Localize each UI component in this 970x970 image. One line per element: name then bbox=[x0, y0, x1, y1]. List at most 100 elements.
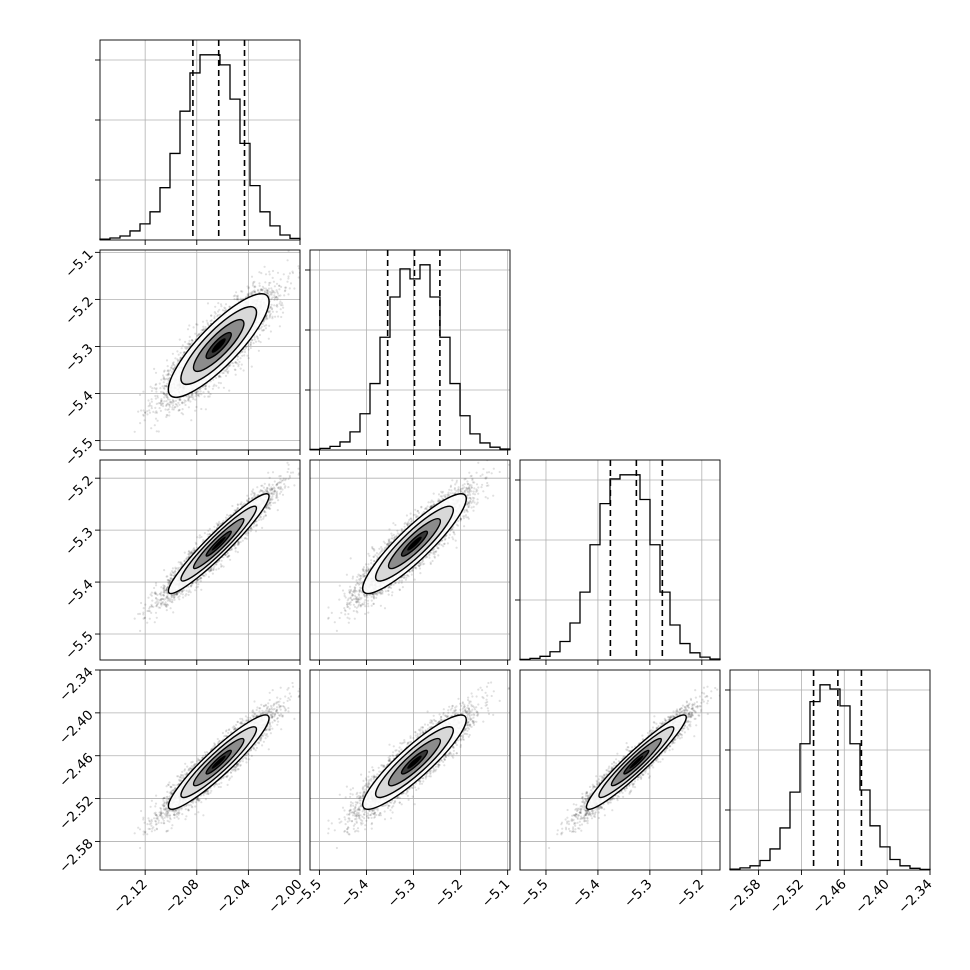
sample-point bbox=[214, 312, 217, 315]
sample-point bbox=[266, 288, 269, 292]
sample-point bbox=[216, 315, 219, 318]
sample-point bbox=[199, 390, 202, 393]
sample-point bbox=[154, 397, 157, 400]
sample-point bbox=[223, 309, 226, 312]
sample-point bbox=[268, 307, 272, 310]
sample-point bbox=[278, 284, 281, 287]
sample-point bbox=[160, 400, 163, 403]
sample-point bbox=[190, 394, 193, 397]
sample-point bbox=[252, 281, 255, 284]
sample-point bbox=[165, 385, 168, 388]
sample-point bbox=[201, 328, 204, 331]
sample-point bbox=[169, 373, 172, 377]
sample-point bbox=[146, 410, 149, 413]
sample-point bbox=[196, 394, 200, 397]
sample-point bbox=[172, 367, 175, 370]
sample-point bbox=[269, 314, 272, 317]
sample-point bbox=[178, 398, 181, 401]
sample-point bbox=[236, 355, 239, 358]
sample-point bbox=[186, 328, 190, 331]
sample-point bbox=[198, 332, 201, 335]
sample-point bbox=[164, 408, 167, 411]
sample-point bbox=[161, 391, 164, 394]
sample-point bbox=[261, 285, 264, 288]
sample-point bbox=[174, 365, 177, 368]
sample-point bbox=[219, 375, 222, 379]
sample-point bbox=[167, 370, 170, 373]
sample-point bbox=[267, 337, 270, 340]
sample-point bbox=[166, 396, 169, 399]
sample-point bbox=[166, 377, 169, 380]
sample-point bbox=[178, 397, 181, 400]
sample-point bbox=[275, 289, 278, 292]
sample-point bbox=[265, 324, 268, 327]
sample-point bbox=[189, 343, 192, 346]
sample-point bbox=[276, 271, 280, 274]
sample-point bbox=[234, 361, 237, 364]
sample-point bbox=[173, 406, 176, 409]
sample-point bbox=[265, 316, 268, 320]
sample-point bbox=[268, 311, 271, 314]
sample-point bbox=[256, 289, 260, 292]
sample-point bbox=[229, 364, 232, 367]
sample-point bbox=[204, 326, 207, 329]
sample-point bbox=[197, 333, 200, 336]
sample-point bbox=[246, 285, 249, 288]
sample-point bbox=[270, 287, 273, 290]
sample-point bbox=[198, 388, 201, 391]
sample-point bbox=[253, 286, 256, 289]
sample-point bbox=[266, 317, 269, 320]
sample-point bbox=[226, 372, 229, 375]
sample-point bbox=[210, 314, 213, 317]
sample-point bbox=[150, 389, 153, 393]
sample-point bbox=[195, 391, 198, 394]
sample-point bbox=[144, 411, 147, 414]
sample-point bbox=[246, 293, 249, 296]
sample-point bbox=[159, 409, 162, 412]
sample-point bbox=[281, 304, 284, 307]
panel-frame bbox=[99, 39, 301, 241]
sample-point bbox=[162, 392, 165, 395]
sample-point bbox=[171, 362, 175, 365]
sample-point bbox=[204, 385, 207, 388]
sample-point bbox=[275, 282, 279, 285]
sample-point bbox=[152, 410, 155, 413]
sample-point bbox=[163, 384, 166, 387]
sample-point bbox=[286, 280, 289, 283]
sample-point bbox=[257, 349, 260, 352]
sample-point bbox=[169, 369, 172, 372]
sample-point bbox=[289, 282, 293, 285]
sample-point bbox=[237, 298, 240, 301]
sample-point bbox=[162, 374, 165, 377]
sample-point bbox=[275, 296, 278, 299]
sample-point bbox=[201, 320, 205, 323]
sample-point bbox=[271, 310, 274, 313]
sample-point bbox=[165, 395, 168, 398]
sample-point bbox=[228, 305, 231, 308]
sample-point bbox=[148, 411, 152, 414]
sample-point bbox=[291, 270, 294, 273]
sample-point bbox=[163, 378, 166, 381]
sample-point bbox=[266, 292, 269, 295]
sample-point bbox=[213, 383, 216, 386]
sample-point bbox=[268, 283, 271, 287]
sample-point bbox=[190, 339, 193, 342]
sample-point bbox=[153, 367, 156, 370]
sample-point bbox=[239, 357, 242, 360]
sample-point bbox=[255, 335, 258, 338]
sample-point bbox=[224, 307, 227, 310]
sample-point bbox=[168, 398, 171, 401]
sample-point bbox=[262, 287, 265, 290]
sample-point bbox=[184, 403, 187, 407]
sample-point bbox=[267, 287, 271, 290]
sample-point bbox=[187, 399, 190, 402]
sample-point bbox=[168, 404, 171, 407]
sample-point bbox=[236, 362, 239, 365]
sample-point bbox=[287, 275, 290, 278]
sample-point bbox=[202, 325, 205, 328]
sample-point bbox=[284, 289, 287, 292]
sample-point bbox=[249, 346, 252, 350]
sample-point bbox=[160, 398, 163, 401]
sample-point bbox=[267, 311, 270, 314]
sample-point bbox=[167, 373, 170, 376]
